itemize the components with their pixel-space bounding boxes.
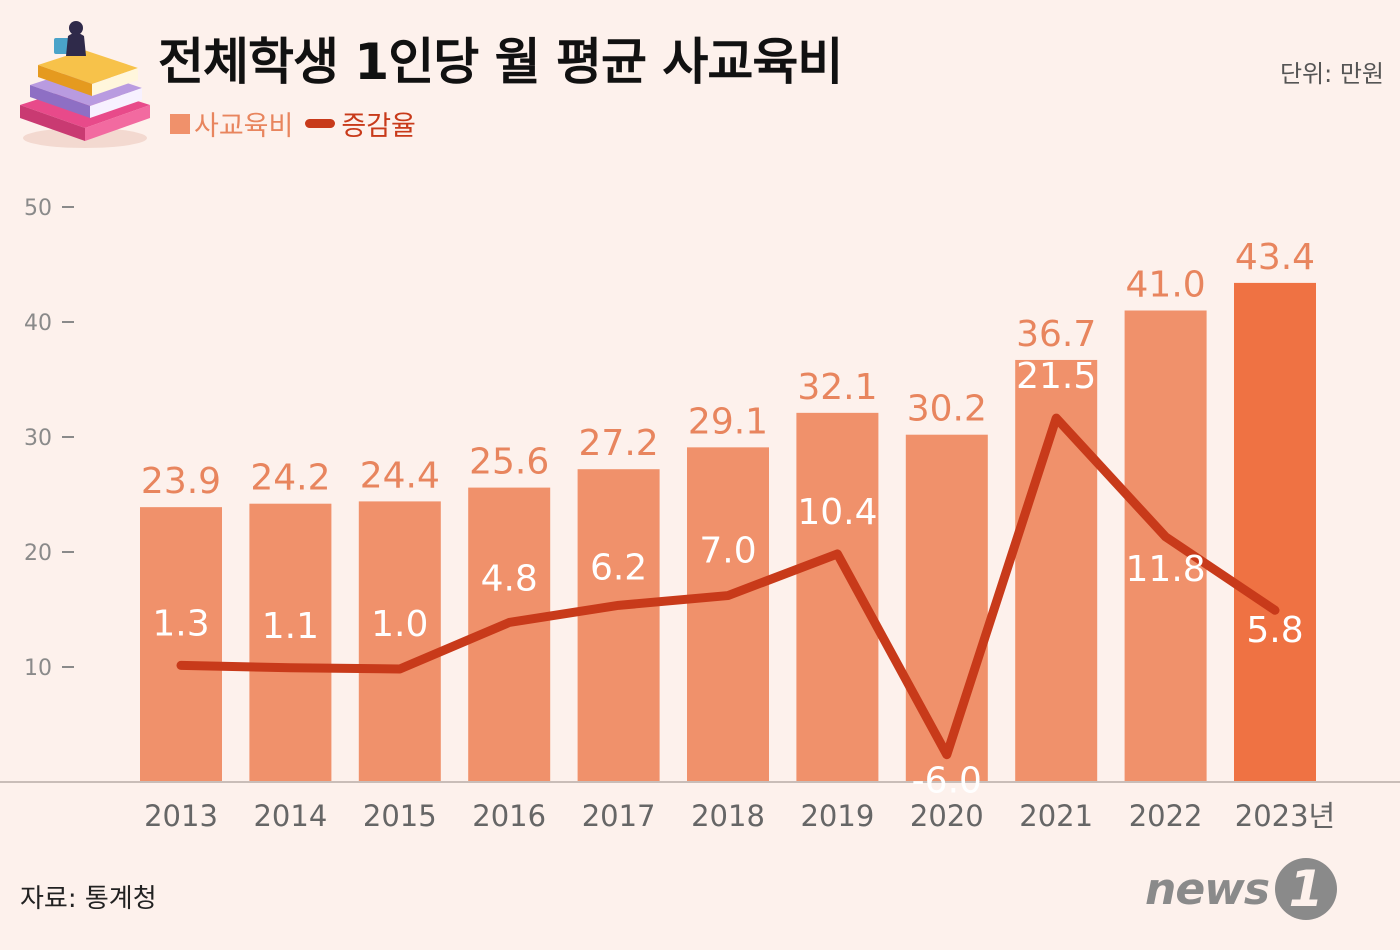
- bar-value-label: 27.2: [579, 423, 659, 464]
- x-tick-label: 2020: [910, 799, 984, 833]
- bar-value-label: 29.1: [688, 401, 768, 442]
- bar: [687, 447, 769, 782]
- x-tick-label: 2023년: [1235, 799, 1335, 833]
- bar-value-label: 43.4: [1235, 237, 1315, 278]
- rate-value-label: 6.2: [590, 547, 647, 588]
- logo-mark: 1: [1275, 858, 1338, 920]
- news1-logo: news 1: [1145, 858, 1338, 920]
- rate-value-label: 1.1: [262, 606, 319, 647]
- rate-value-label: -6.0: [912, 761, 982, 802]
- bar-value-label: 24.2: [250, 458, 330, 499]
- y-tick-label: 20: [24, 541, 52, 566]
- bar-value-label: 25.6: [469, 442, 549, 483]
- x-tick-label: 2019: [800, 799, 874, 833]
- rate-value-label: 4.8: [481, 558, 538, 599]
- legend-line-label: 증감율: [341, 111, 416, 142]
- rate-value-label: 10.4: [797, 492, 877, 533]
- x-tick-label: 2022: [1129, 799, 1203, 833]
- x-tick-label: 2016: [472, 799, 546, 833]
- rate-value-label: 1.0: [371, 604, 428, 645]
- bar-value-label: 41.0: [1126, 265, 1206, 306]
- x-tick-label: 2013: [144, 799, 218, 833]
- x-tick-label: 2014: [253, 799, 327, 833]
- unit-label: 단위: 만원: [1279, 60, 1384, 88]
- bar: [140, 507, 222, 782]
- books-stack-icon: [20, 21, 150, 148]
- bar-value-label: 24.4: [360, 455, 440, 496]
- legend: 사교육비 증감율: [170, 104, 416, 143]
- bar: [1124, 310, 1207, 782]
- bar-value-label: 23.9: [141, 461, 221, 502]
- logo-text: news: [1145, 863, 1270, 915]
- bar: [577, 469, 660, 782]
- rate-line: [176, 413, 1280, 760]
- legend-bar-swatch: [170, 113, 190, 134]
- rate-value-label: 7.0: [699, 531, 756, 572]
- bar-value-label: 36.7: [1016, 314, 1096, 355]
- legend-bar-label: 사교육비: [194, 111, 294, 142]
- x-tick-label: 2015: [363, 799, 437, 833]
- rate-value-label: 5.8: [1246, 610, 1303, 651]
- x-tick-label: 2017: [582, 799, 656, 833]
- bar: [905, 434, 988, 782]
- bar-value-label: 30.2: [907, 389, 987, 430]
- x-tick-label: 2021: [1019, 799, 1093, 833]
- rate-value-label: 11.8: [1126, 549, 1206, 590]
- chart-title: 전체학생 1인당 월 평균 사교육비: [158, 33, 843, 91]
- y-tick-label: 30: [24, 426, 52, 451]
- source-label: 자료: 통계청: [20, 884, 157, 914]
- legend-line-swatch: [305, 119, 336, 128]
- bar: [358, 501, 441, 782]
- x-tick-label: 2018: [691, 799, 765, 833]
- y-tick-label: 40: [24, 311, 52, 336]
- y-tick-label: 10: [24, 656, 52, 681]
- rate-value-label: 1.3: [152, 603, 209, 644]
- y-tick-label: 50: [24, 196, 52, 221]
- bar-value-label: 32.1: [797, 367, 877, 408]
- bar: [1234, 282, 1316, 782]
- bar: [249, 503, 332, 782]
- rate-value-label: 21.5: [1016, 356, 1096, 397]
